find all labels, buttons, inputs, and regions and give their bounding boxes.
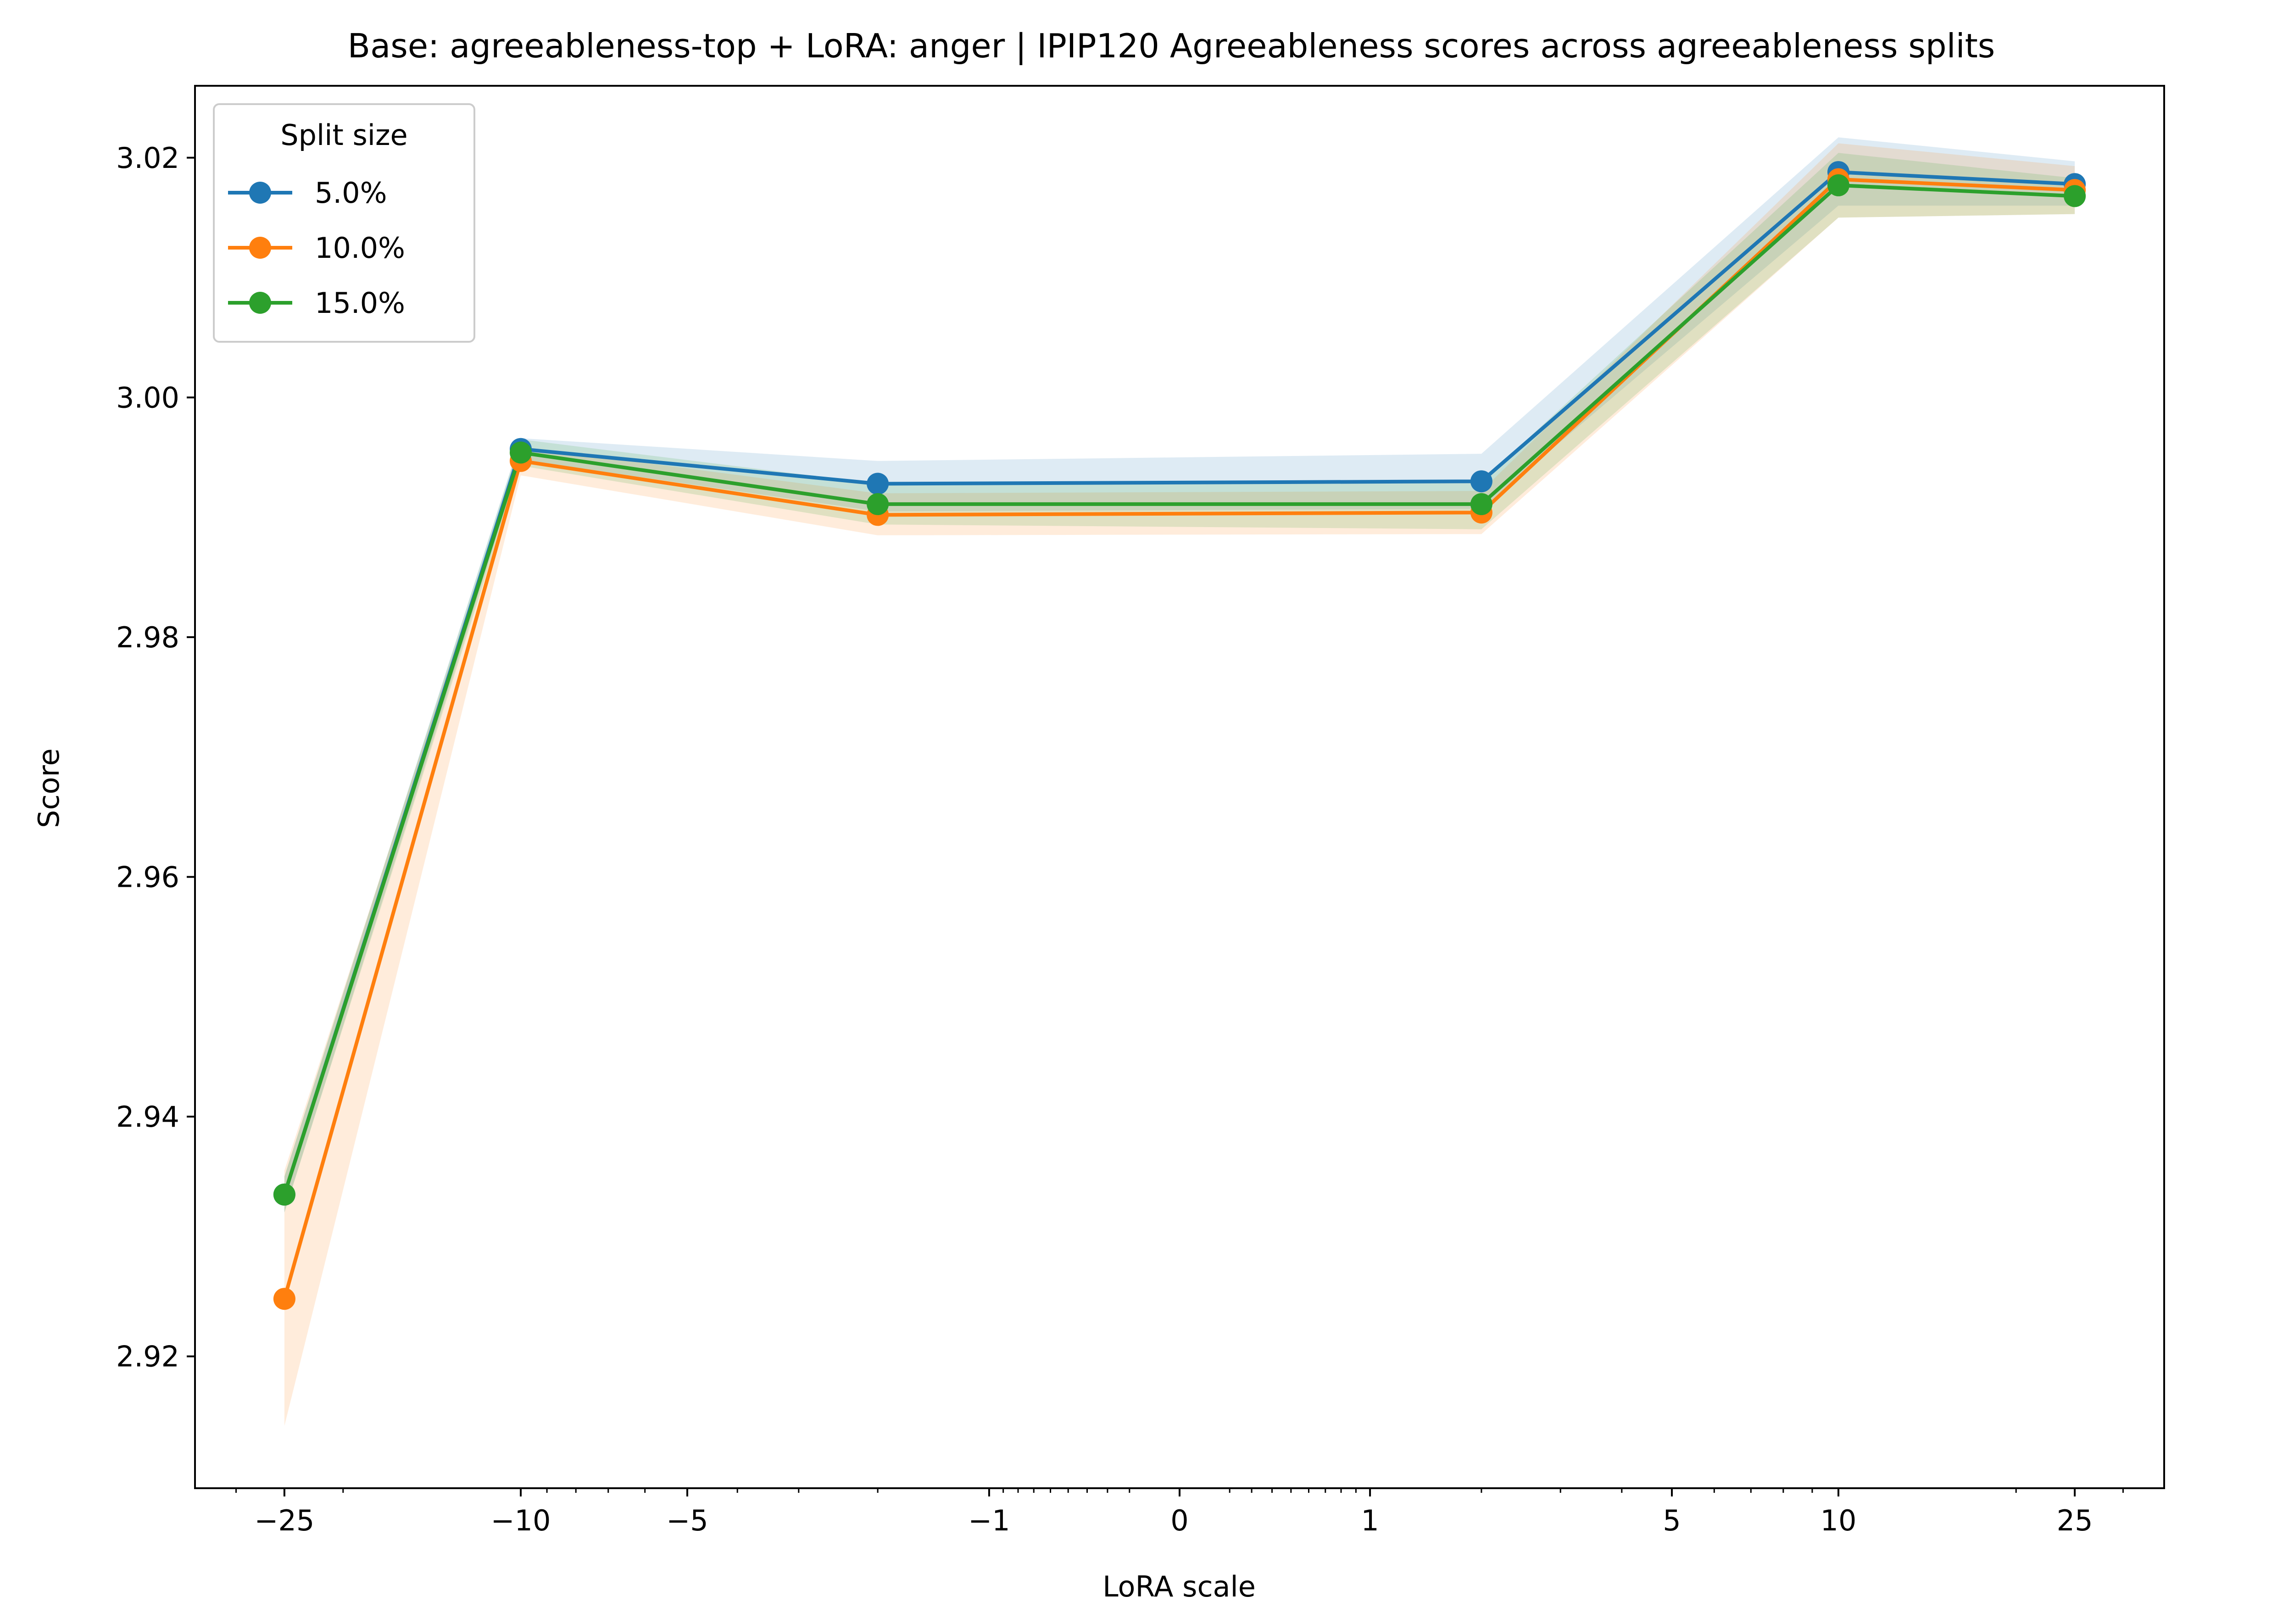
legend-marker-1 [249,237,271,259]
data-point-2-5 [2064,185,2086,207]
data-point-2-2 [867,493,889,515]
y-tick-label: 3.02 [116,141,179,175]
legend-label-2: 15.0% [315,286,405,320]
legend-marker-0 [249,182,271,204]
x-axis-ticks: −25 −10 −5 −1 0 1 5 10 25 [235,1488,2124,1537]
y-tick-label: 2.98 [116,621,179,654]
data-point-0-3 [1470,470,1492,493]
data-point-2-1 [510,441,532,464]
data-point-2-3 [1470,493,1492,515]
x-tick-label: −10 [491,1504,551,1537]
x-tick-label: 0 [1170,1504,1188,1537]
y-tick-label: 2.92 [116,1340,179,1374]
data-point-0-2 [867,473,889,495]
legend: Split size 5.0% 10.0% 15.0% [213,103,475,343]
legend-title: Split size [280,118,407,152]
x-tick-label: −1 [968,1504,1010,1537]
y-tick-label: 2.96 [116,860,179,894]
legend-box [213,103,475,343]
series-lines [283,170,2075,1300]
legend-marker-2 [249,292,271,314]
x-tick-label: 5 [1663,1504,1681,1537]
legend-label-0: 5.0% [315,176,387,210]
series-line-2 [283,183,2075,1196]
x-tick-label: −5 [666,1504,708,1537]
data-point-2-0 [273,1183,295,1206]
legend-label-1: 10.0% [315,231,405,265]
x-axis-label: LoRA scale [1102,1570,1256,1603]
y-axis-label: Score [32,748,66,828]
x-tick-label: 1 [1361,1504,1379,1537]
data-point-1-0 [273,1288,295,1310]
x-tick-label: 25 [2057,1504,2093,1537]
y-tick-label: 3.00 [116,381,179,414]
series-markers [273,161,2086,1310]
data-point-2-4 [1827,174,1849,196]
plot-area [195,86,2164,1488]
x-tick-label: −25 [254,1504,314,1537]
series-line-1 [283,177,2075,1300]
x-tick-label: 10 [1821,1504,1857,1537]
y-axis-ticks: 2.92 2.94 2.96 2.98 3.00 3.02 [116,141,195,1374]
y-tick-label: 2.94 [116,1100,179,1134]
chart-title: Base: agreeableness-top + LoRA: anger | … [348,27,1995,66]
